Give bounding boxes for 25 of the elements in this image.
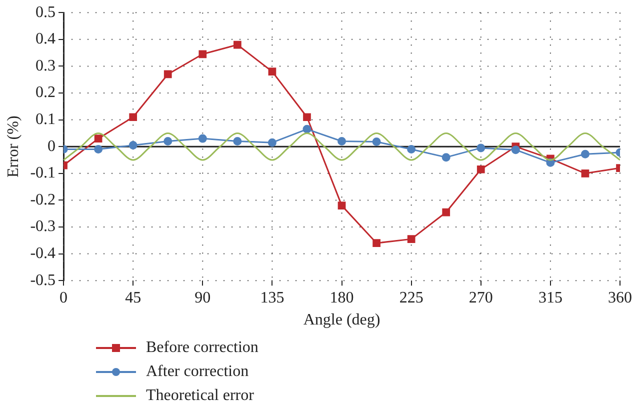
x-tick-label: 315 bbox=[538, 289, 562, 306]
x-tick-label: 45 bbox=[125, 289, 142, 306]
y-tick-label: -0.2 bbox=[30, 191, 56, 208]
x-tick-label: 180 bbox=[330, 289, 354, 306]
y-tick-label: -0.4 bbox=[30, 245, 56, 262]
y-tick-label: 0.3 bbox=[36, 57, 56, 74]
legend-label: Before correction bbox=[146, 339, 258, 357]
x-tick-label: 90 bbox=[194, 289, 211, 306]
x-axis-title: Angle (deg) bbox=[303, 312, 380, 329]
y-tick-label: 0.1 bbox=[36, 111, 56, 128]
legend-label: Theoretical error bbox=[146, 387, 254, 405]
legend-label: After correction bbox=[146, 363, 249, 381]
x-tick-label: 0 bbox=[60, 289, 68, 306]
y-tick-label: -0.1 bbox=[30, 164, 56, 182]
x-tick-label: 360 bbox=[608, 289, 632, 306]
y-tick-label: 0 bbox=[48, 138, 56, 155]
y-tick-label: 0.2 bbox=[36, 84, 56, 102]
x-tick-label: 225 bbox=[399, 289, 424, 306]
y-tick-label: 0.5 bbox=[36, 4, 56, 21]
y-tick-label: 0.4 bbox=[36, 30, 56, 48]
y-tick-label: -0.3 bbox=[30, 218, 56, 236]
y-tick-label: -0.5 bbox=[30, 272, 56, 289]
y-axis-title: Error (%) bbox=[4, 116, 22, 178]
x-tick-label: 135 bbox=[260, 289, 284, 306]
x-tick-label: 270 bbox=[468, 289, 493, 306]
